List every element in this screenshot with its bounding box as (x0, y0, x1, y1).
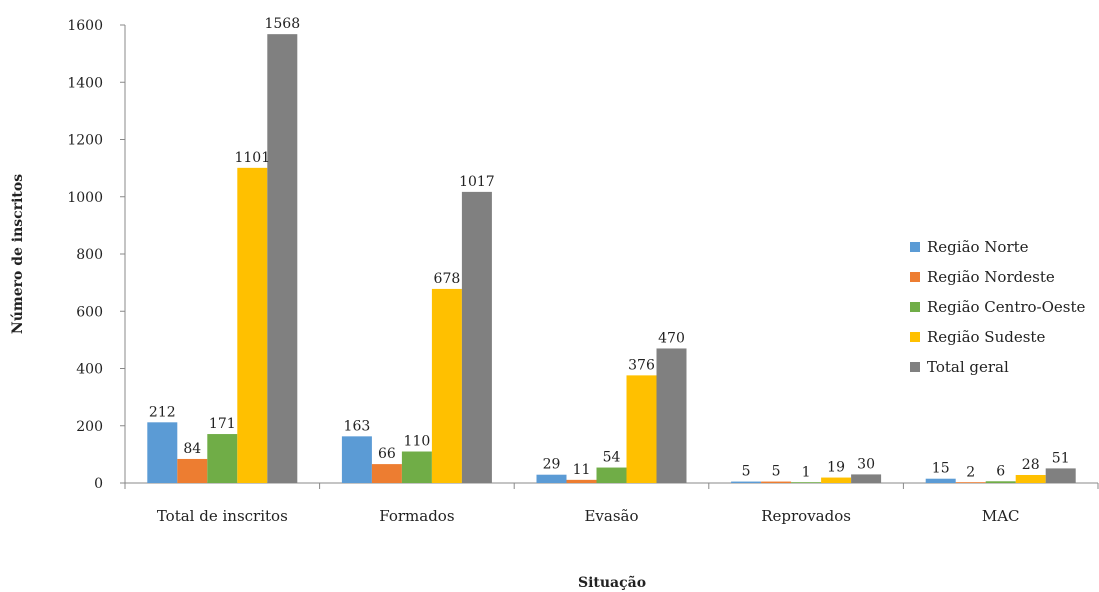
bar (761, 481, 792, 483)
legend: Região Norte Região Nordeste Região Centro… (910, 238, 1086, 376)
legend-swatch (910, 362, 920, 372)
data-label: 5 (772, 464, 781, 480)
legend-swatch (910, 302, 920, 312)
y-tick-label: 400 (76, 362, 103, 378)
bar (461, 191, 492, 484)
bar (237, 167, 268, 483)
legend-swatch (910, 332, 920, 342)
legend-swatch (910, 272, 920, 282)
data-label: 84 (183, 441, 201, 457)
data-label: 11 (573, 462, 591, 478)
bar (177, 458, 208, 483)
data-label: 54 (603, 450, 621, 466)
data-label: 110 (404, 434, 431, 450)
legend-swatch (910, 242, 920, 252)
data-label: 29 (543, 457, 561, 473)
x-category-label: MAC (982, 507, 1020, 525)
x-category-label: Evasão (584, 507, 638, 525)
x-category-label: Formados (379, 507, 454, 525)
data-label: 6 (996, 463, 1005, 479)
bar (431, 288, 462, 483)
bar (147, 422, 178, 483)
x-axis: Total de inscritos Formados Evasão Reprovad… (124, 482, 1099, 525)
y-tick-label: 1000 (67, 190, 103, 206)
y-axis: 0 200 400 600 800 1000 1200 1400 1600 (67, 18, 126, 492)
data-label: 212 (149, 404, 176, 420)
bar (341, 436, 372, 483)
legend-label: Região Sudeste (927, 328, 1045, 346)
data-label: 66 (378, 446, 396, 462)
data-label: 28 (1022, 457, 1040, 473)
bar (371, 464, 402, 483)
bar (731, 481, 762, 483)
bar (626, 375, 657, 483)
y-tick-label: 800 (76, 247, 103, 263)
bar (1015, 474, 1046, 483)
data-label: 5 (742, 464, 751, 480)
bar (656, 348, 687, 483)
data-label: 15 (932, 461, 950, 477)
bar (821, 477, 852, 483)
data-label: 470 (658, 330, 685, 346)
data-label: 1101 (234, 150, 270, 166)
data-label: 171 (209, 416, 236, 432)
bar (207, 434, 238, 483)
data-label: 1568 (264, 16, 300, 32)
bar (851, 474, 882, 483)
data-label: 51 (1052, 450, 1070, 466)
data-label: 19 (827, 460, 845, 476)
bar (596, 467, 627, 483)
y-tick-label: 200 (76, 419, 103, 435)
bar (267, 34, 298, 483)
data-label: 2 (966, 464, 975, 480)
y-tick-label: 1400 (67, 75, 103, 91)
y-tick-label: 600 (76, 304, 103, 320)
legend-label: Total geral (927, 358, 1009, 376)
bar (985, 481, 1016, 483)
data-label: 678 (434, 271, 461, 287)
bar (566, 479, 597, 483)
x-category-label: Reprovados (761, 507, 851, 525)
x-axis-title: Situação (578, 574, 646, 591)
y-tick-label: 0 (94, 476, 103, 492)
y-tick-label: 1600 (67, 18, 103, 34)
legend-label: Região Norte (927, 238, 1029, 256)
bar (955, 482, 986, 483)
data-label: 163 (344, 418, 371, 434)
bar (401, 451, 432, 483)
bar (791, 482, 822, 483)
data-label: 30 (857, 456, 875, 472)
bar (925, 478, 956, 483)
y-tick-label: 1200 (67, 133, 103, 149)
data-label: 1 (802, 465, 811, 481)
bars (147, 34, 1076, 484)
legend-label: Região Centro-Oeste (927, 298, 1086, 316)
data-label: 376 (628, 357, 655, 373)
bar (536, 474, 567, 483)
data-label: 1017 (459, 174, 495, 190)
y-axis-title: Número de inscritos (10, 174, 26, 334)
x-category-label: Total de inscritos (157, 507, 288, 525)
legend-label: Região Nordeste (927, 268, 1055, 286)
bar (1045, 468, 1076, 483)
